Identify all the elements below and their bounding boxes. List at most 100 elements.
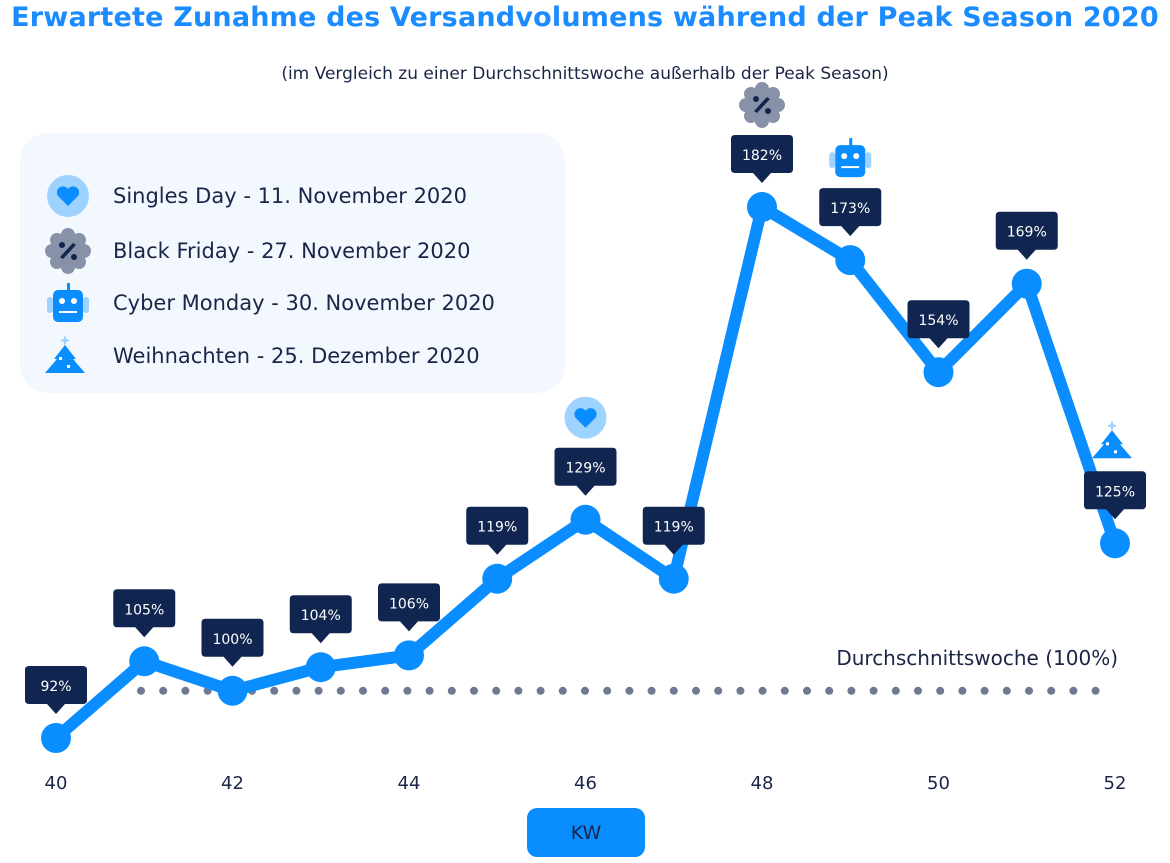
reference-line-dot bbox=[159, 686, 168, 695]
reference-line-dot bbox=[847, 686, 856, 695]
data-label-text: 182% bbox=[742, 148, 782, 164]
robot-icon bbox=[829, 138, 872, 178]
reference-line-dot bbox=[780, 686, 789, 695]
reference-line-dot bbox=[359, 686, 367, 695]
reference-line-dot bbox=[1091, 686, 1100, 695]
x-tick-label: 48 bbox=[751, 773, 774, 794]
legend-label: Cyber Monday - 30. November 2020 bbox=[113, 291, 495, 315]
reference-line-dot bbox=[536, 686, 545, 695]
reference-line-dot bbox=[314, 686, 323, 695]
reference-line-dot bbox=[581, 686, 589, 695]
percent-badge-icon bbox=[739, 82, 785, 128]
x-tick-label: 44 bbox=[398, 773, 421, 794]
reference-line-dot bbox=[736, 686, 745, 695]
x-axis-label-kw[interactable]: KW bbox=[527, 808, 645, 857]
data-label-box bbox=[819, 188, 882, 237]
reference-line-dot bbox=[1025, 686, 1033, 695]
data-point bbox=[570, 504, 601, 535]
legend: Singles Day - 11. November 2020 Black Fr… bbox=[20, 133, 565, 393]
reference-line-dot bbox=[825, 686, 834, 695]
data-label-text: 173% bbox=[830, 201, 870, 217]
data-point bbox=[1100, 528, 1130, 559]
data-label: 92% bbox=[25, 666, 87, 714]
data-label-text: 119% bbox=[654, 520, 694, 536]
data-point bbox=[217, 675, 248, 706]
data-point bbox=[129, 646, 160, 677]
reference-line-dot bbox=[470, 686, 478, 695]
legend-label: Singles Day - 11. November 2020 bbox=[113, 184, 468, 208]
data-label-text: 154% bbox=[918, 313, 958, 329]
reference-line-dot bbox=[514, 686, 523, 695]
data-label-box bbox=[995, 211, 1058, 260]
data-label-text: 104% bbox=[301, 608, 341, 624]
data-point bbox=[305, 652, 336, 683]
reference-line-dot bbox=[381, 686, 390, 695]
reference-line-dot bbox=[625, 686, 634, 695]
reference-line-dot bbox=[492, 686, 501, 695]
data-label-text: 100% bbox=[212, 632, 252, 648]
reference-line-dot bbox=[447, 686, 456, 695]
data-label-box bbox=[642, 506, 705, 555]
reference-line-dot bbox=[958, 686, 967, 695]
data-label: 105% bbox=[113, 589, 176, 638]
reference-line-dot bbox=[1002, 686, 1011, 695]
data-label: 129% bbox=[554, 447, 617, 496]
x-tick-label: 40 bbox=[45, 773, 68, 794]
legend-item-cyber-monday: Cyber Monday - 30. November 2020 bbox=[45, 281, 495, 325]
data-label: 154% bbox=[907, 300, 970, 349]
data-label-box bbox=[466, 506, 529, 555]
data-label-box bbox=[378, 583, 440, 632]
data-label-box bbox=[201, 618, 264, 667]
data-point bbox=[482, 563, 513, 594]
data-point bbox=[835, 245, 866, 276]
reference-line-dot bbox=[425, 686, 434, 695]
data-label: 100% bbox=[201, 618, 264, 667]
data-label-text: 119% bbox=[477, 520, 517, 536]
data-label: 106% bbox=[378, 583, 440, 632]
data-label-box bbox=[554, 447, 617, 496]
chart-subtitle: (im Vergleich zu einer Durchschnittswoch… bbox=[281, 64, 889, 84]
data-label: 125% bbox=[1084, 471, 1146, 520]
data-label-text: 92% bbox=[40, 679, 71, 695]
legend-label: Weihnachten - 25. Dezember 2020 bbox=[113, 344, 480, 368]
data-point bbox=[658, 563, 689, 594]
reference-line-dot bbox=[1047, 686, 1056, 695]
data-point bbox=[923, 357, 954, 388]
reference-line-dot bbox=[270, 686, 279, 695]
data-label: 104% bbox=[289, 595, 352, 644]
reference-line-dot bbox=[936, 686, 945, 695]
data-point bbox=[747, 192, 777, 222]
data-label-box bbox=[1084, 471, 1146, 520]
data-label-text: 125% bbox=[1095, 484, 1135, 500]
legend-item-black-friday: Black Friday - 27. November 2020 bbox=[45, 228, 471, 274]
data-label-box bbox=[289, 595, 352, 644]
reference-line-dot bbox=[403, 686, 412, 695]
reference-line-dot bbox=[137, 686, 145, 695]
data-label-text: 105% bbox=[124, 602, 164, 618]
reference-line-dot bbox=[758, 686, 767, 695]
data-label: 169% bbox=[995, 211, 1058, 260]
heart-icon bbox=[47, 175, 89, 217]
data-label-text: 129% bbox=[565, 461, 605, 477]
robot-icon bbox=[47, 283, 89, 322]
reference-line-dot bbox=[980, 686, 989, 695]
christmas-tree-icon bbox=[45, 335, 85, 373]
reference-line-dot bbox=[714, 686, 723, 695]
data-label-box bbox=[25, 666, 87, 714]
reference-line-dot bbox=[292, 686, 301, 695]
data-point bbox=[41, 723, 71, 753]
reference-line-dot bbox=[891, 686, 900, 695]
data-label-box bbox=[113, 589, 176, 638]
reference-line-dot bbox=[558, 686, 567, 695]
data-label: 173% bbox=[819, 188, 882, 237]
data-label-text: 106% bbox=[389, 596, 429, 612]
data-label: 119% bbox=[466, 506, 529, 555]
x-tick-label: 46 bbox=[574, 773, 597, 794]
data-label: 119% bbox=[642, 506, 705, 555]
heart-icon bbox=[564, 396, 607, 439]
reference-line-dot bbox=[603, 686, 612, 695]
reference-line-dot bbox=[669, 686, 678, 695]
x-tick-label: 42 bbox=[221, 773, 244, 794]
christmas-tree-icon bbox=[1092, 420, 1132, 459]
